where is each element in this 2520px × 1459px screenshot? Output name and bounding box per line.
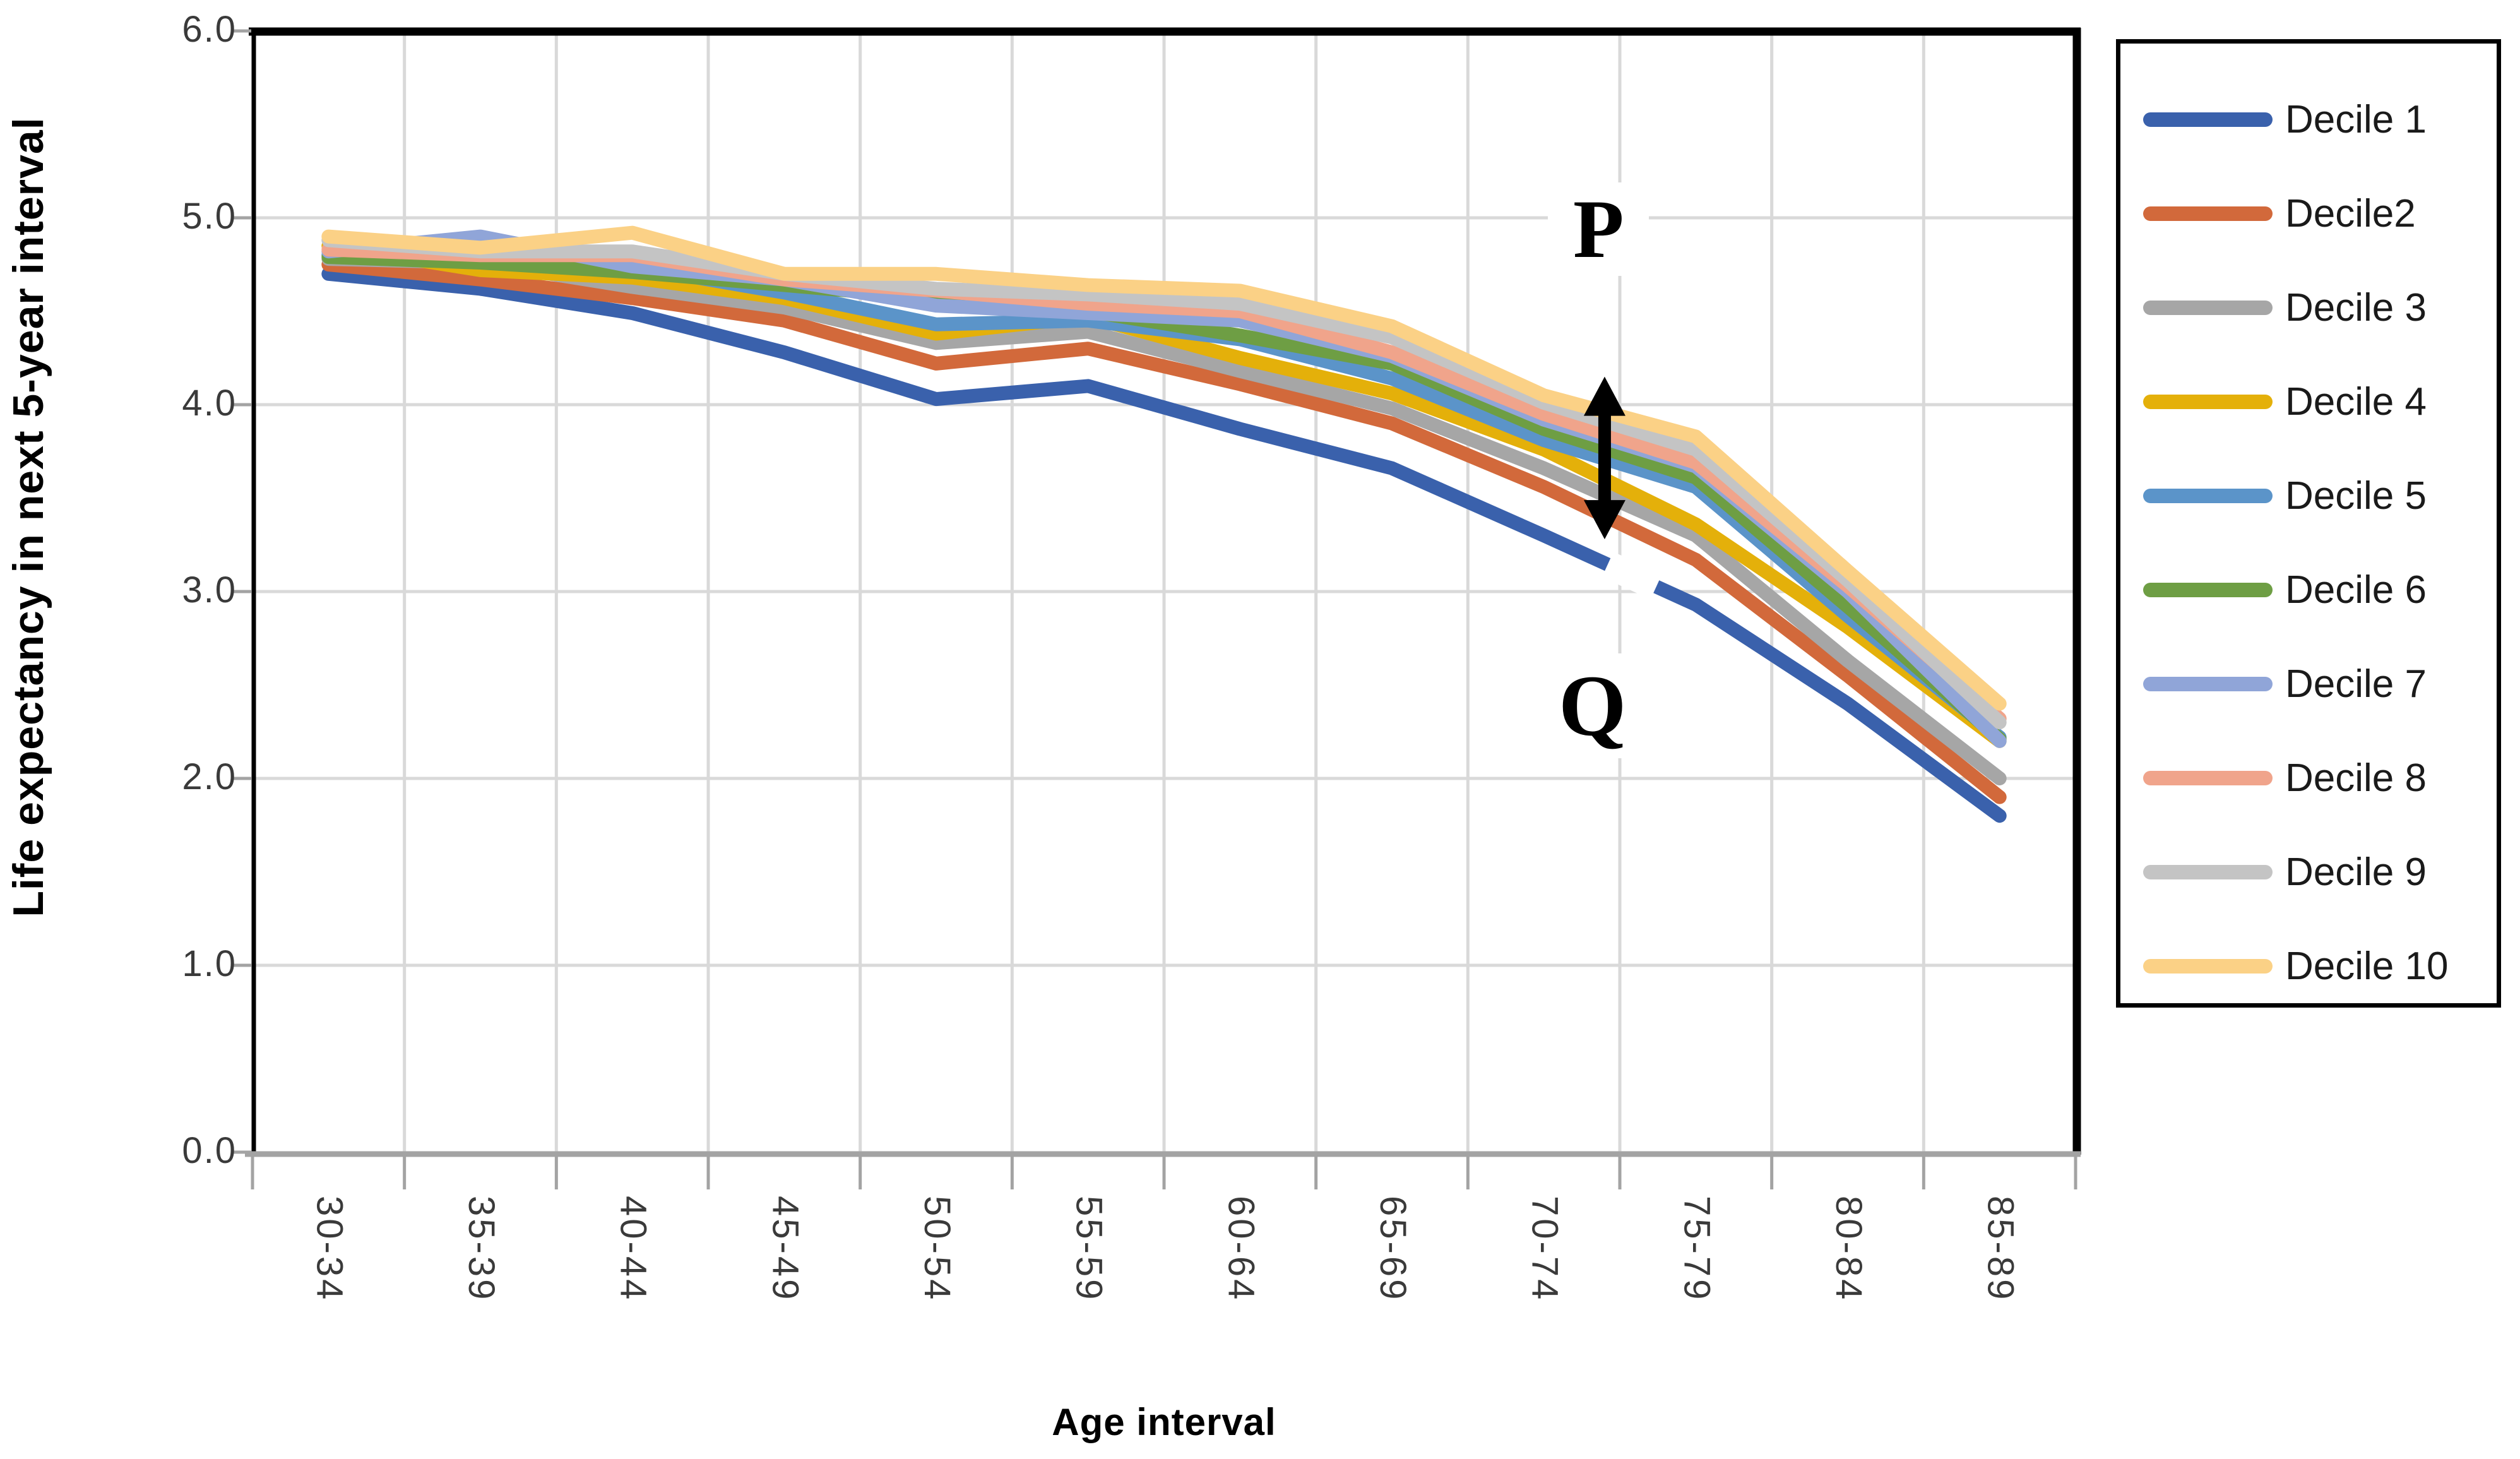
legend-item: Decile 3 [2120,260,2497,355]
legend-label: Decile 1 [2285,97,2427,141]
legend-label: Decile 3 [2285,285,2427,330]
legend-swatch [2143,300,2273,315]
legend-item: Decile 8 [2120,730,2497,825]
annotation-p: P [1548,182,1649,276]
y-tick-label: 0.0 [182,1130,237,1171]
x-tick-label: 40-44 [612,1196,654,1302]
y-tick-label: 5.0 [182,196,237,237]
legend-swatch [2143,488,2273,503]
series-line-2 [321,258,2007,804]
legend-swatch [2143,864,2273,879]
legend-swatch [2143,112,2273,127]
series-line-break-mask [1602,552,1662,600]
series-line-1 [321,266,2007,823]
legend-swatch [2143,582,2273,597]
legend-item: Decile 6 [2120,542,2497,637]
x-tick-label: 50-54 [917,1196,958,1302]
legend-item: Decile 5 [2120,448,2497,543]
legend-label: Decile 7 [2285,662,2427,706]
legend-item: Decile 9 [2120,825,2497,919]
legend-swatch [2143,958,2273,974]
y-tick-label: 6.0 [182,9,237,50]
x-tick-label: 30-34 [309,1196,350,1302]
legend-item: Decile 10 [2120,919,2497,1013]
legend-label: Decile 5 [2285,473,2427,518]
legend-item: Decile 7 [2120,636,2497,731]
legend-swatch [2143,206,2273,221]
legend-label: Decile2 [2285,191,2416,235]
pq-arrow-head-down [1583,500,1626,540]
series-line-10 [321,225,2007,711]
x-tick-label: 75-79 [1676,1196,1718,1302]
legend-label: Decile 6 [2285,568,2427,612]
legend-swatch [2143,676,2273,691]
series-line-9 [321,233,2007,730]
legend-label: Decile 9 [2285,850,2427,894]
legend-swatch [2143,394,2273,409]
y-tick-label: 3.0 [182,569,237,610]
x-tick-label: 60-64 [1220,1196,1262,1302]
legend-label: Decile 8 [2285,756,2427,800]
x-tick-label: 65-69 [1372,1196,1413,1302]
legend-item: Decile2 [2120,166,2497,261]
y-tick-label: 2.0 [182,756,237,797]
annotation-q: Q [1533,653,1651,758]
x-tick-label: 55-59 [1068,1196,1110,1302]
legend-item: Decile 4 [2120,354,2497,449]
x-tick-label: 80-84 [1828,1196,1869,1302]
x-axis-title: Age interval [1052,1401,1276,1443]
legend-label: Decile 4 [2285,379,2427,424]
legend-label: Decile 10 [2285,944,2449,988]
x-tick-label: 85-89 [1980,1196,2021,1302]
y-tick-label: 1.0 [182,943,237,984]
y-axis-title: Life expectancy in next 5-year interval [4,117,52,917]
legend-item: Decile 1 [2120,72,2497,167]
legend-swatch [2143,770,2273,785]
pq-arrow-head-up [1583,376,1626,416]
x-tick-label: 45-49 [764,1196,806,1302]
legend: Decile 1 Decile2 Decile 3 Decile 4 Decile 5 D… [2116,39,2501,1008]
x-tick-label: 35-39 [461,1196,502,1302]
y-tick-label: 4.0 [182,383,237,424]
x-tick-label: 70-74 [1524,1196,1566,1302]
